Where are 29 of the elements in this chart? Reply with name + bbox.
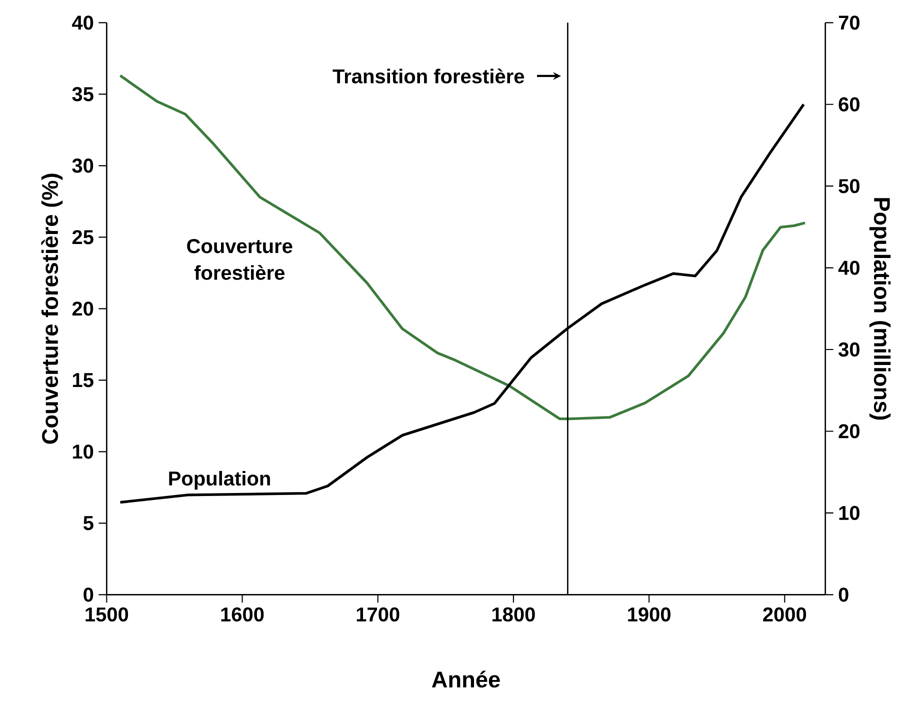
y-tick-label: 20 xyxy=(72,302,94,316)
y-tick-label: 30 xyxy=(72,158,94,173)
y-tick-label: 15 xyxy=(72,373,94,388)
ref-line-label: Transition forestière xyxy=(332,68,524,84)
y2-tick-label: 60 xyxy=(838,97,860,112)
series-label: Population xyxy=(169,470,270,490)
x-tick-label: 1900 xyxy=(628,607,670,622)
x-tick-label: 1600 xyxy=(221,607,264,622)
y2-tick-label: 30 xyxy=(838,342,860,357)
series-label: Couverture forestière xyxy=(187,239,292,280)
y-tick-label: 25 xyxy=(72,230,94,244)
x-tick-label: 2000 xyxy=(763,607,806,622)
y2-tick-label: 50 xyxy=(838,179,860,194)
y2-tick-label: 70 xyxy=(838,16,860,30)
x-axis-title: Année xyxy=(432,670,500,688)
y-tick-label: 35 xyxy=(72,87,94,102)
x-tick-label: 1700 xyxy=(356,607,400,622)
y2-tick-label: 40 xyxy=(838,260,860,275)
x-tick-label: 1800 xyxy=(492,607,535,622)
y2-axis-title: Population (millions) xyxy=(869,198,891,420)
y2-tick-label: 0 xyxy=(838,588,848,602)
y2-tick-label: 10 xyxy=(839,506,860,520)
y-axis-title: Couverture forestière (%) xyxy=(41,174,63,444)
y-tick-label: 10 xyxy=(72,444,94,459)
y-tick-label: 0 xyxy=(84,588,94,602)
y-tick-label: 40 xyxy=(72,16,94,30)
y2-tick-label: 20 xyxy=(838,424,860,438)
x-tick-label: 1500 xyxy=(86,607,128,622)
y-tick-label: 5 xyxy=(83,516,94,530)
